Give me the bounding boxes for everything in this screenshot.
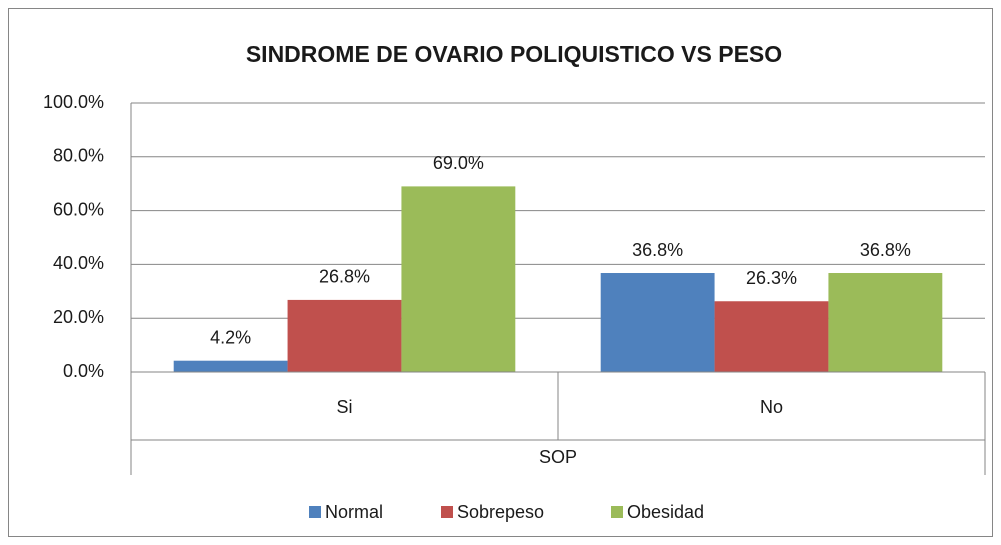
value-label: 4.2% bbox=[210, 327, 251, 347]
x-tick-label: Si bbox=[336, 397, 352, 417]
y-tick-label: 20.0% bbox=[53, 307, 104, 327]
y-tick-label: 0.0% bbox=[63, 361, 104, 381]
legend-swatch bbox=[611, 506, 623, 518]
legend-swatch bbox=[441, 506, 453, 518]
value-label: 36.8% bbox=[860, 240, 911, 260]
y-tick-label: 60.0% bbox=[53, 199, 104, 219]
x-tick-label: No bbox=[760, 397, 783, 417]
bar bbox=[828, 273, 943, 372]
value-label: 69.0% bbox=[433, 153, 484, 173]
y-tick-label: 100.0% bbox=[43, 92, 104, 112]
value-label: 36.8% bbox=[632, 240, 683, 260]
bar bbox=[714, 301, 829, 372]
y-tick-label: 40.0% bbox=[53, 253, 104, 273]
legend-label: Obesidad bbox=[627, 502, 704, 522]
legend-label: Normal bbox=[325, 502, 383, 522]
legend-label: Sobrepeso bbox=[457, 502, 544, 522]
value-label: 26.3% bbox=[746, 268, 797, 288]
bar bbox=[287, 299, 402, 372]
bar bbox=[173, 360, 288, 372]
legend-swatch bbox=[309, 506, 321, 518]
value-label: 26.8% bbox=[319, 267, 370, 287]
y-tick-label: 80.0% bbox=[53, 146, 104, 166]
chart-title: SINDROME DE OVARIO POLIQUISTICO VS PESO bbox=[246, 41, 782, 67]
bar bbox=[401, 186, 516, 372]
bar bbox=[600, 273, 715, 372]
x-axis-label: SOP bbox=[539, 447, 577, 467]
